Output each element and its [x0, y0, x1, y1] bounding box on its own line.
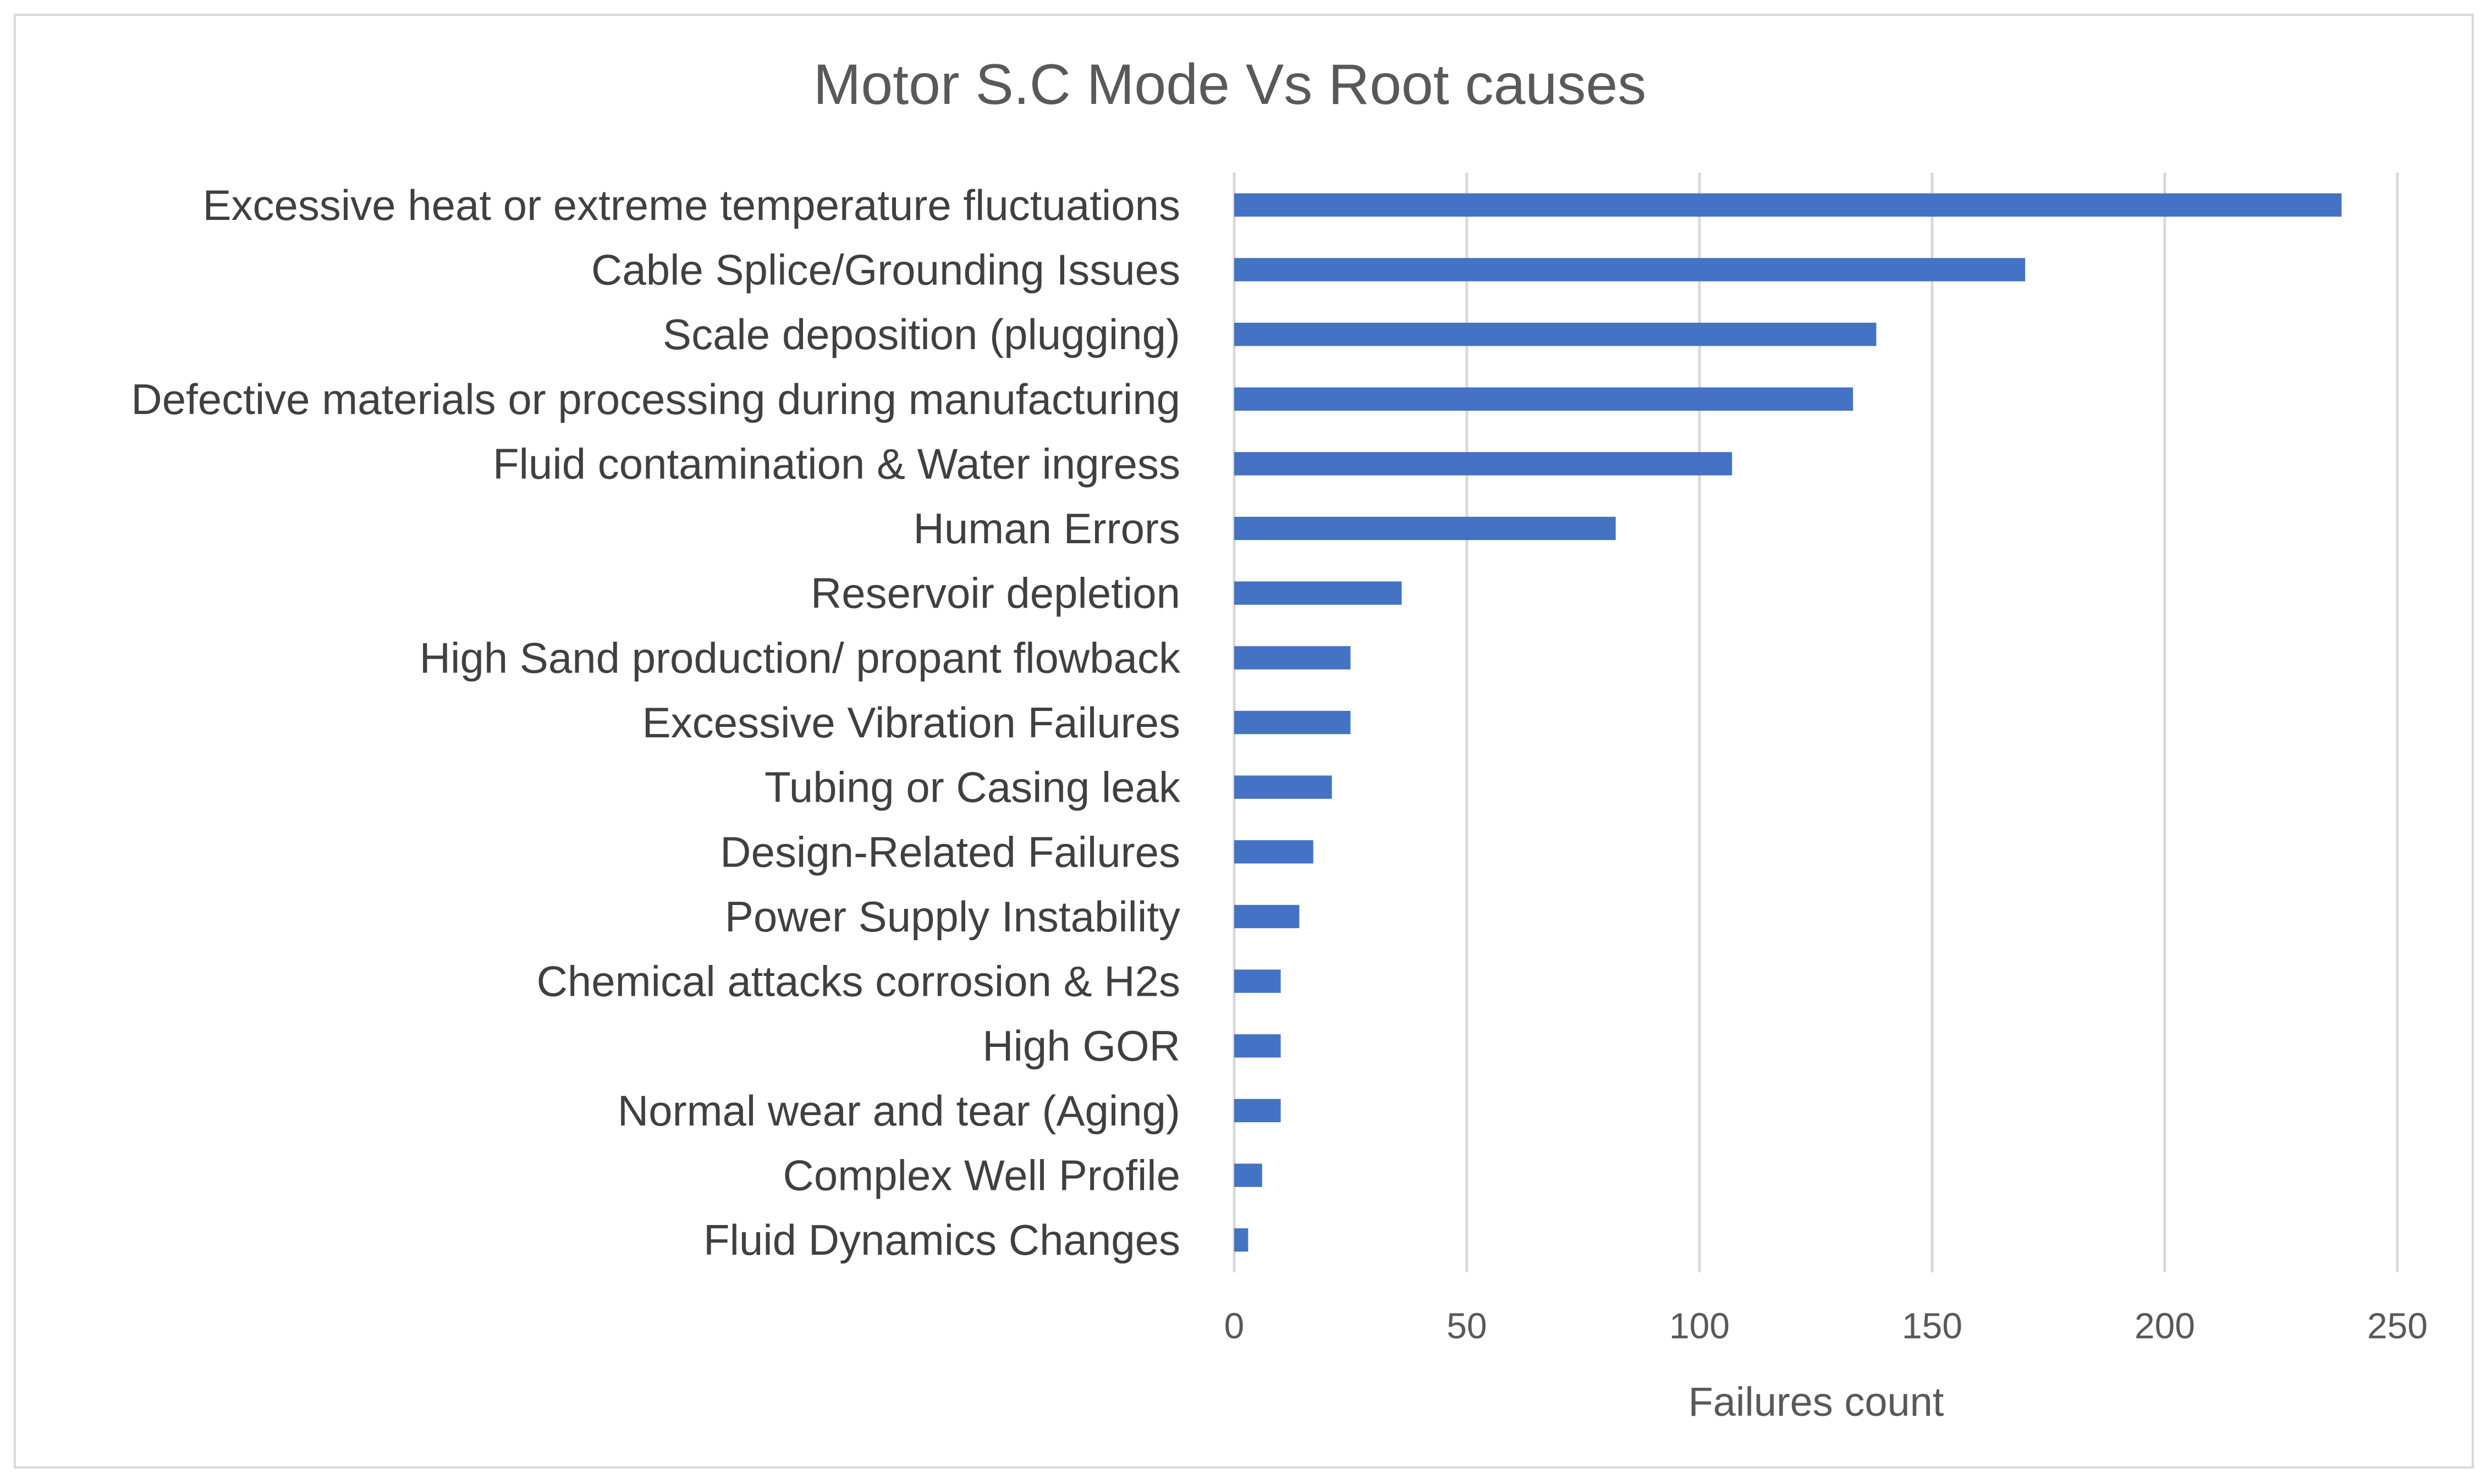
bar — [1234, 1163, 1262, 1187]
category-label: Fluid Dynamics Changes — [703, 1216, 1180, 1264]
bar — [1234, 904, 1300, 929]
category-label: High GOR — [982, 1022, 1180, 1070]
bar — [1234, 258, 2026, 282]
category-label: Complex Well Profile — [783, 1151, 1180, 1200]
x-tick-label: 250 — [2367, 1305, 2428, 1346]
category-label: Normal wear and tear (Aging) — [618, 1086, 1180, 1135]
category-label: Reservoir depletion — [811, 569, 1180, 617]
bar — [1234, 581, 1402, 605]
bar — [1234, 452, 1732, 476]
chart-frame: Motor S.C Mode Vs Root causes Excessive … — [14, 14, 2474, 1469]
bar — [1234, 1034, 1281, 1058]
x-tick-label: 0 — [1224, 1305, 1245, 1346]
bar — [1234, 710, 1351, 735]
bar — [1234, 646, 1351, 670]
bar-chart: Motor S.C Mode Vs Root causes Excessive … — [131, 53, 2428, 1425]
x-tick-labels: 0 50 100 150 200 250 — [1224, 1305, 2428, 1346]
bar — [1234, 516, 1616, 540]
bar — [1234, 322, 1877, 346]
x-tick-label: 150 — [1902, 1305, 1962, 1346]
category-label: Cable Splice/Grounding Issues — [591, 245, 1180, 294]
category-label: Fluid contamination & Water ingress — [493, 439, 1180, 488]
x-tick-label: 50 — [1446, 1305, 1487, 1346]
bar — [1234, 1099, 1281, 1123]
category-label: Excessive heat or extreme temperature fl… — [202, 181, 1180, 229]
category-label: High Sand production/ propant flowback — [420, 633, 1181, 682]
bars — [1234, 193, 2342, 1252]
category-label: Excessive Vibration Failures — [642, 698, 1180, 747]
bar — [1234, 775, 1332, 799]
category-label: Chemical attacks corrosion & H2s — [537, 957, 1180, 1006]
bar — [1234, 840, 1313, 864]
category-label: Defective materials or processing during… — [131, 375, 1180, 423]
gridlines — [1233, 173, 2399, 1272]
bar — [1234, 969, 1281, 993]
category-label: Tubing or Casing leak — [764, 763, 1181, 812]
category-label: Human Errors — [914, 504, 1180, 553]
category-label: Scale deposition (plugging) — [663, 310, 1180, 358]
bar — [1234, 1228, 1248, 1252]
category-label: Power Supply Instability — [725, 892, 1180, 941]
bar — [1234, 387, 1853, 411]
x-tick-label: 100 — [1669, 1305, 1730, 1346]
category-labels: Excessive heat or extreme temperature fl… — [131, 181, 1181, 1264]
x-axis-title: Failures count — [1688, 1379, 1944, 1425]
bar — [1234, 193, 2342, 217]
category-label: Design-Related Failures — [720, 827, 1180, 876]
x-tick-label: 200 — [2135, 1305, 2195, 1346]
chart-title: Motor S.C Mode Vs Root causes — [813, 53, 1646, 117]
